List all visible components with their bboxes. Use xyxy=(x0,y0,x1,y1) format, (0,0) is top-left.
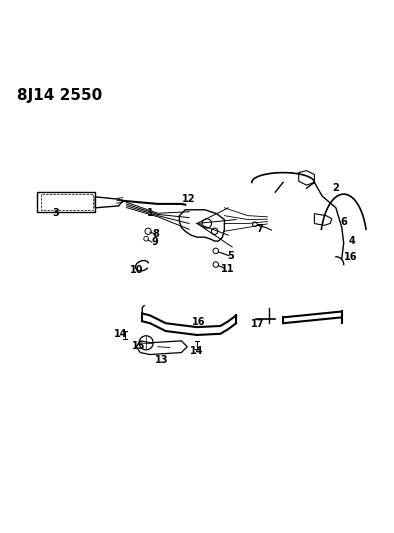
Text: 11: 11 xyxy=(221,264,234,274)
Text: 16: 16 xyxy=(192,317,206,327)
Text: 6: 6 xyxy=(340,216,347,227)
Text: 1: 1 xyxy=(147,207,153,217)
Text: 14: 14 xyxy=(114,329,128,339)
Text: 9: 9 xyxy=(151,237,158,247)
Text: 4: 4 xyxy=(348,236,355,246)
Text: 8: 8 xyxy=(152,229,159,239)
Text: 3: 3 xyxy=(53,207,59,217)
Text: 14: 14 xyxy=(190,345,203,356)
Text: 13: 13 xyxy=(155,354,169,365)
Text: 12: 12 xyxy=(182,194,195,204)
Text: 8J14 2550: 8J14 2550 xyxy=(17,88,102,103)
Text: 5: 5 xyxy=(227,251,234,261)
Text: 7: 7 xyxy=(256,224,263,235)
Text: 16: 16 xyxy=(344,252,357,262)
Text: 17: 17 xyxy=(251,319,264,329)
Text: 15: 15 xyxy=(132,341,146,351)
Text: 10: 10 xyxy=(130,265,143,276)
Text: 2: 2 xyxy=(333,183,339,193)
